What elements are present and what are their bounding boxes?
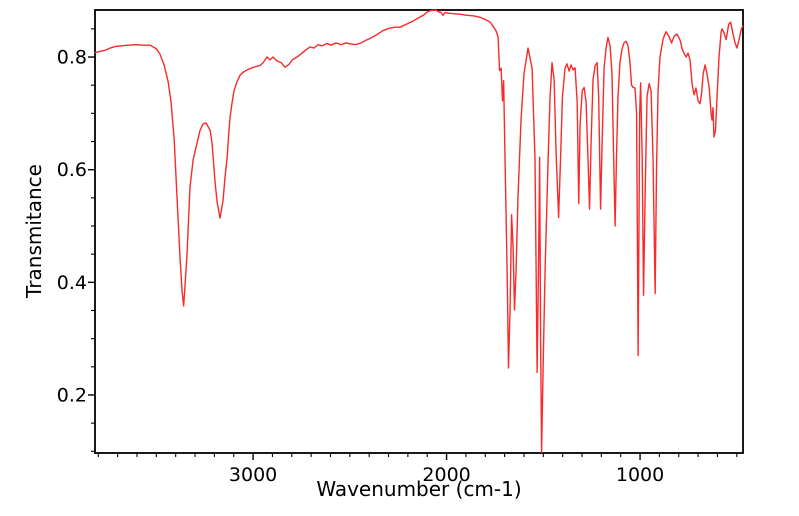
plot-border <box>94 9 744 454</box>
y-axis-label: Transmitance <box>22 164 46 299</box>
spectrum-line <box>94 9 744 454</box>
axis-tick-labels: 3000 2000 1000 0.2 0.4 0.6 0.8 <box>57 47 664 486</box>
y-tick-label: 0.8 <box>57 47 87 69</box>
x-tick-label: 1000 <box>616 464 664 486</box>
y-tick-label: 0.6 <box>57 159 87 181</box>
x-tick-label: 2000 <box>422 464 470 486</box>
x-tick-label: 3000 <box>229 464 277 486</box>
axis-ticks <box>88 28 738 460</box>
y-tick-label: 0.2 <box>57 384 87 406</box>
y-tick-label: 0.4 <box>57 272 87 294</box>
x-axis-label: Wavenumber (cm-1) <box>316 477 521 501</box>
